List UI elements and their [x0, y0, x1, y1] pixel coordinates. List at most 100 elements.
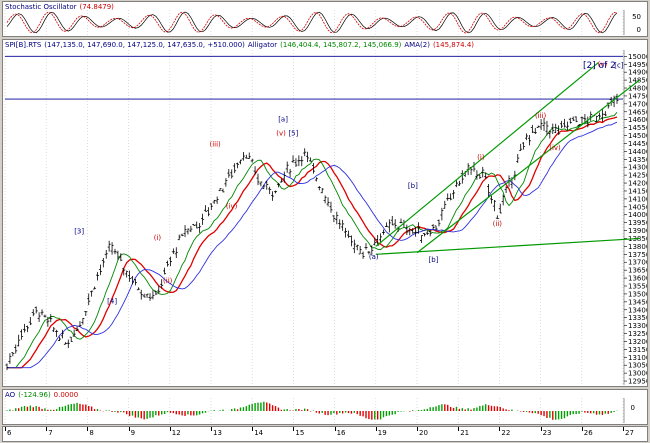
price-tick-label: 13650 [628, 267, 647, 275]
ohlc-bar [142, 293, 146, 298]
ama-label: AMA(2) [404, 41, 430, 49]
ohlc-bar [326, 197, 330, 207]
channel-line[interactable] [375, 62, 599, 247]
time-axis-label: 14 [254, 429, 264, 437]
ohlc-bar [63, 342, 67, 345]
ohlc-bar [437, 219, 441, 227]
price-tick-label: 14950 [628, 61, 647, 69]
ohlc-bar [475, 170, 479, 180]
ohlc-bar [522, 142, 526, 150]
price-tick-label: 13700 [628, 259, 647, 267]
wave-label: [b] [408, 182, 418, 190]
ohlc-bar [603, 111, 607, 117]
ohlc-bar [489, 195, 493, 204]
ohlc-bar [28, 316, 32, 326]
ohlc-bar [276, 182, 280, 188]
ohlc-bar [329, 201, 333, 213]
moving-average-blue[interactable] [7, 121, 618, 369]
time-axis-label: 21 [460, 429, 470, 437]
price-tick-label: 14650 [628, 108, 647, 116]
ohlc-bar [93, 286, 97, 290]
time-axis-tick [5, 427, 6, 431]
ohlc-bar [177, 234, 181, 241]
ohlc-bar [311, 162, 315, 174]
ohlc-bar [157, 285, 161, 294]
ohlc-bar [364, 243, 368, 250]
ohlc-bar [174, 247, 178, 259]
ohlc-bar [487, 184, 491, 198]
ohlc-bar [128, 270, 132, 282]
ohlc-bar [615, 93, 619, 104]
ohlc-bar [224, 178, 228, 187]
ohlc-bar [405, 224, 409, 235]
ohlc-bar [268, 186, 272, 195]
moving-average-green[interactable] [7, 112, 618, 369]
price-tick-label: 14250 [628, 172, 647, 180]
wave-label: (iv) [226, 202, 238, 210]
time-axis-tick [128, 427, 130, 431]
ohlc-bar [399, 218, 403, 224]
ohlc-bar [238, 159, 242, 165]
stochastic-panel[interactable]: Stochastic Oscillator (74.8479) 50 0 [2, 1, 648, 37]
moving-average-red[interactable] [7, 116, 618, 369]
channel-line[interactable] [416, 79, 640, 254]
ohlc-bar [166, 260, 170, 267]
time-axis-tick [623, 427, 624, 431]
ohlc-bar [203, 205, 207, 212]
wave-label: (v) [598, 61, 608, 69]
ohlc-bar [186, 228, 190, 235]
ohlc-bar [291, 155, 295, 163]
price-tick-label: 13050 [628, 362, 647, 370]
ohlc-bar [425, 230, 429, 236]
ohlc-bar [586, 116, 590, 128]
ohlc-bar [31, 309, 35, 317]
ao-value1: (-124.96) [18, 391, 51, 399]
price-tick-label: 14350 [628, 156, 647, 164]
ohlc-bar [457, 180, 461, 186]
ohlc-bar [530, 124, 534, 133]
time-axis-tick [499, 427, 501, 431]
time-axis-label: 16 [336, 429, 346, 437]
channel-line[interactable] [375, 237, 640, 255]
ohlc-bar [133, 278, 137, 286]
alligator-label: Alligator [247, 41, 278, 49]
ohlc-bar [370, 245, 374, 256]
ohlc-bar [58, 336, 62, 341]
ohlc-bar [434, 225, 438, 231]
ao-plot [4, 398, 625, 423]
ohlc-bar [23, 323, 27, 333]
ohlc-bar [14, 344, 18, 354]
time-axis-tick [169, 427, 171, 431]
ohlc-bar [367, 251, 371, 255]
price-tick-label: 14600 [628, 116, 647, 124]
stochastic-main-line [6, 11, 618, 34]
ohlc-bar [443, 200, 447, 209]
ohlc-bar [501, 194, 505, 206]
ohlc-bar [335, 211, 339, 225]
ao-title: AO [5, 391, 16, 399]
ohlc-bar [606, 102, 610, 109]
ohlc-bar [160, 279, 164, 289]
ohlc-bar [577, 124, 581, 127]
ohlc-bar [446, 193, 450, 201]
price-tick-label: 14400 [628, 148, 647, 156]
ohlc-bar [78, 321, 82, 327]
ohlc-bar [253, 166, 257, 175]
price-tick-label: 13550 [628, 283, 647, 291]
ohlc-bar [274, 190, 278, 194]
time-axis-label: 6 [7, 429, 12, 437]
ohlc-bar [548, 130, 552, 139]
ohlc-bar [452, 190, 456, 199]
ohlc-bar [163, 267, 167, 275]
ohlc-bar [122, 268, 126, 276]
ohlc-bar [527, 135, 531, 146]
ohlc-bar [551, 123, 555, 135]
price-panel[interactable]: SPI[B].RTS (147,135.0, 147,690.0, 147,125… [2, 39, 648, 387]
ohlc-bar [580, 116, 584, 124]
wave-label: [4] [107, 297, 117, 305]
price-tick-label: 15000 [628, 53, 647, 61]
wave-label: (i) [477, 153, 485, 161]
ohlc-bar [250, 158, 254, 163]
ao-panel[interactable]: AO (-124.96) 0.0000 0 [2, 389, 648, 425]
ohlc-bar [358, 245, 362, 255]
